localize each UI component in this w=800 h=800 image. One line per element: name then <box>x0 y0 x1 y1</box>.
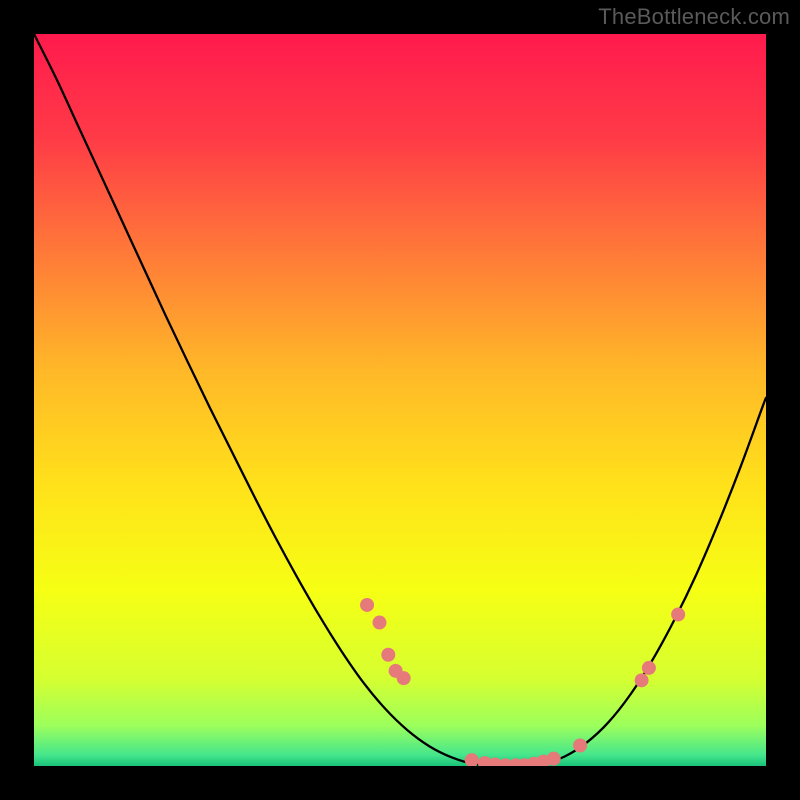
data-marker <box>373 616 387 630</box>
plot-area <box>34 34 766 766</box>
watermark-text: TheBottleneck.com <box>598 4 790 30</box>
bottleneck-curve <box>34 34 766 766</box>
data-marker <box>465 753 479 766</box>
data-marker <box>573 739 587 753</box>
data-marker <box>635 673 649 687</box>
data-marker <box>642 661 656 675</box>
marker-group <box>360 598 685 766</box>
data-marker <box>360 598 374 612</box>
data-marker <box>381 648 395 662</box>
chart-root: TheBottleneck.com <box>0 0 800 800</box>
data-marker <box>547 752 561 766</box>
curve-overlay <box>34 34 766 766</box>
data-marker <box>397 671 411 685</box>
data-marker <box>671 607 685 621</box>
